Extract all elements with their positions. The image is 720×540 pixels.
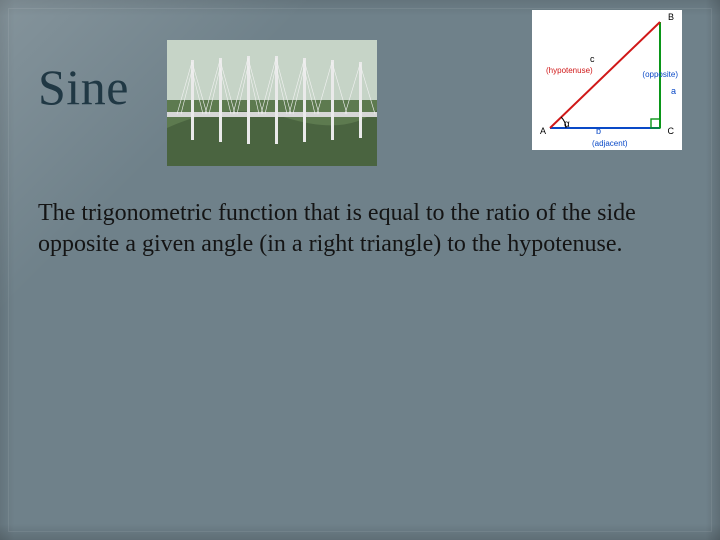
label-hypotenuse: (hypotenuse) <box>546 66 593 75</box>
triangle-svg <box>532 10 682 150</box>
definition-text: The trigonometric function that is equal… <box>38 198 678 259</box>
right-triangle-diagram: (hypotenuse) (opposite) (adjacent) a b c… <box>532 10 682 150</box>
slide-content: Sine <box>0 0 720 540</box>
bridge-photo <box>167 40 377 166</box>
label-side-a: a <box>671 86 676 96</box>
header-row: Sine <box>38 40 682 166</box>
label-side-b: b <box>596 126 601 136</box>
vertex-c: C <box>668 126 675 136</box>
label-adjacent: (adjacent) <box>592 139 628 148</box>
slide-title: Sine <box>38 58 129 116</box>
label-angle-alpha: α <box>564 119 570 130</box>
vertex-a: A <box>540 126 546 136</box>
vertex-b: B <box>668 12 674 22</box>
label-opposite: (opposite) <box>642 70 678 79</box>
bridge-svg <box>167 40 377 166</box>
label-side-c: c <box>590 54 595 64</box>
